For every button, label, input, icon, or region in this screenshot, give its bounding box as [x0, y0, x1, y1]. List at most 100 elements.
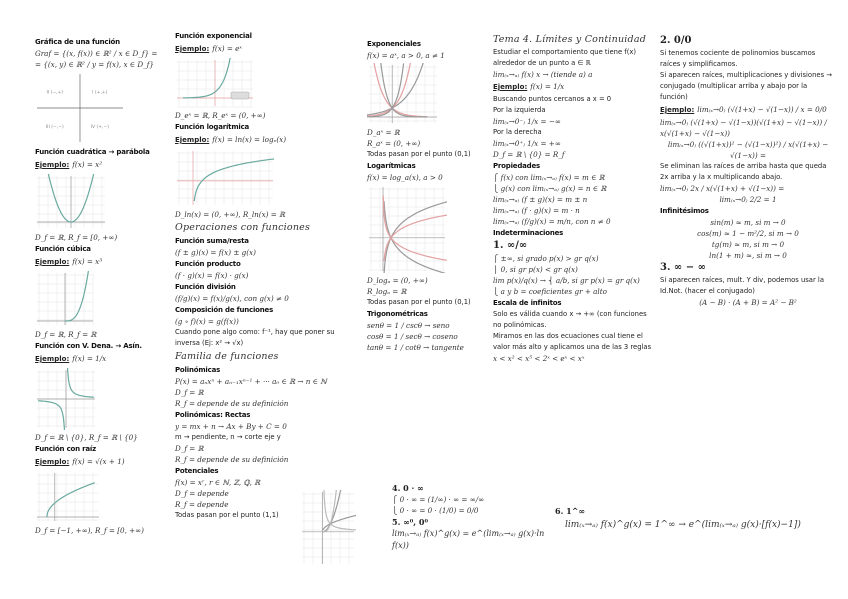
column-exp-log-operations: Función exponencial Ejemplo: f(x) = eˣ D_eˣ…: [175, 30, 355, 521]
numbered-heading: 1. ∞/∞: [493, 240, 528, 251]
example: Ejemplo: f(x) = x²: [35, 158, 167, 172]
formula: x < x² < x⁵ < 2ˣ < eˣ < xˣ: [493, 354, 585, 363]
formula: f(x) = aˣ, a > 0, a ≠ 1: [367, 51, 445, 60]
example-label: Ejemplo:: [660, 106, 695, 114]
formula: D_f = ℝ \ {0} = R_f: [493, 150, 565, 159]
formula: lim p(x)/q(x) → ⎨ a/b, si gr p(x) = gr q…: [493, 276, 640, 285]
formula: (f ± g)(x) = f(x) ± g(x): [175, 248, 256, 257]
section-heading: Trigonométricas: [367, 310, 428, 318]
function-curve: [38, 400, 66, 430]
formula: R_aˣ = (0, +∞): [367, 139, 421, 148]
example-formula: f(x) = eˣ: [212, 44, 242, 53]
section-heading: Función con V. Dena. → Asín.: [35, 342, 142, 350]
example-label: Ejemplo:: [35, 458, 70, 466]
column-limits: Tema 4. Límites y Continuidad Estudiar el…: [493, 32, 653, 364]
function-curve: [323, 490, 356, 531]
example-formula: lim₍ₓ→0₎ (√(1+x) − √(1−x)) / x = 0/0: [697, 105, 827, 114]
function-curve: [47, 174, 95, 223]
formula: ⎧ f(x) con lim₍ₓ→ₐ₎ f(x) = m ∈ ℝ: [493, 173, 605, 182]
note-text: Buscando puntos cercanos a x = 0: [493, 95, 612, 103]
quadrant-label: IV (+,−): [91, 124, 110, 130]
formula: ⎩ g(x) con lim₍ₓ→ₐ₎ g(x) = n ∈ ℝ: [493, 184, 607, 193]
example-formula: f(x) = √(x + 1): [72, 457, 125, 466]
formula: f(x) = xʳ, r ∈ ℕ, ℤ, ℚ, ℝ: [175, 478, 261, 487]
function-curve: [367, 63, 411, 117]
formula: D_f = ℝ: [175, 388, 204, 397]
formula: lim₍ₓ→ₐ₎ (f/g)(x) = m/n, con n ≠ 0: [493, 217, 611, 226]
example-label: Ejemplo:: [35, 258, 70, 266]
numbered-heading: 2. 0/0: [660, 35, 692, 46]
function-curve: [183, 58, 231, 99]
example-label: Ejemplo:: [175, 45, 210, 53]
formula: D_f = ℝ, R_f = [0, +∞): [35, 233, 118, 242]
note-text: m → pendiente, n → corte eje y: [175, 433, 281, 441]
graph-sqrt: [37, 473, 99, 521]
section-heading: Función exponencial: [175, 32, 252, 40]
example: Ejemplo: f(x) = ln(x) = logₑ(x): [175, 133, 355, 147]
formula: ln(1 + m) ≈, si m → 0: [709, 251, 787, 260]
graph-exponential-family: [367, 63, 437, 123]
example: Ejemplo: f(x) = 1/x: [493, 80, 653, 94]
formula: y = mx + n → Ax + By + C = 0: [175, 422, 287, 431]
example: Ejemplo: f(x) = √(x + 1): [35, 455, 167, 469]
function-curve: [66, 368, 95, 398]
example-formula: f(x) = 1/x: [530, 82, 565, 91]
note-text: Cuando pone algo como: f⁻¹, hay que pone…: [175, 328, 335, 347]
section-heading: Infinitésimos: [660, 207, 709, 215]
column-functions-basics: Gráfica de una función Graf = {(x, f(x)) …: [35, 36, 167, 536]
note-text: Todas pasan por el punto (0,1): [367, 150, 471, 158]
function-curve: [322, 514, 356, 531]
example-label: Ejemplo:: [35, 161, 70, 169]
graph-cubic: [37, 271, 94, 325]
section-heading: Indeterminaciones: [493, 229, 564, 237]
formula: lim₍ₓ→0₎ (√(1+x) − √(1−x))(√(1+x) − √(1−…: [660, 118, 827, 138]
formula: (g ∘ f)(x) = g(f(x)): [175, 317, 239, 326]
formula: cos(m) ≈ 1 − m²/2, si m → 0: [697, 229, 799, 238]
formula: (f/g)(x) = f(x)/g(x), con g(x) ≠ 0: [175, 294, 289, 303]
section-heading: Gráfica de una función: [35, 38, 120, 46]
function-curve: [65, 271, 89, 322]
section-heading: Propiedades: [493, 162, 541, 170]
graph-hyperbola: [37, 368, 95, 430]
note-text: Si aparecen raíces, multiplicaciones y d…: [660, 71, 832, 101]
column-families: Exponenciales f(x) = aˣ, a > 0, a ≠ 1 D_aˣ…: [367, 38, 485, 353]
graph-widget: [230, 91, 250, 100]
section-heading: Función producto: [175, 260, 241, 268]
section-heading: Polinómicas: Rectas: [175, 411, 251, 419]
formula: D_eˣ = ℝ, R_eˣ = (0, +∞): [175, 111, 266, 120]
formula: lim₍ₓ→ₐ₎ f(x) x → (tiende a) a: [493, 70, 593, 79]
formula: D_aˣ = ℝ: [367, 128, 400, 137]
numbered-heading: 3. ∞ − ∞: [660, 262, 706, 273]
section-heading: Función con raíz: [35, 445, 97, 453]
graph-quadrant-axes: II (−,+) I (+,+) III (−,−) IV (+,−): [37, 74, 123, 142]
section-heading: Logarítmicas: [367, 162, 416, 170]
graph-logarithm-family: [369, 187, 447, 273]
note-text: Por la izquierda: [493, 106, 546, 114]
note-text: Se eliminan las raíces de arriba hasta q…: [660, 162, 827, 181]
section-title: Tema 4. Límites y Continuidad: [493, 34, 646, 45]
formula: R_logₐ = ℝ: [367, 287, 407, 296]
section-heading: Función logarítmica: [175, 123, 250, 131]
function-curve: [46, 482, 95, 518]
column-indeterminations: 2. 0/0 Si tenemos cociente de polinomios …: [660, 34, 836, 308]
formula: (f · g)(x) = f(x) · g(x): [175, 271, 249, 280]
formula: D_f = ℝ \ {0}, R_f = ℝ \ {0}: [35, 433, 138, 442]
formula: senθ = 1 / cscθ → seno: [367, 321, 450, 330]
formula: D_ln(x) = (0, +∞), R_ln(x) = ℝ: [175, 210, 286, 219]
section-heading: Función cuadrática → parábola: [35, 148, 150, 156]
example: Ejemplo: lim₍ₓ→0₎ (√(1+x) − √(1−x)) / x =…: [660, 103, 836, 117]
formula: lim₍ₓ→ₐ₎ f(x)^g(x) = 1^∞ → e^(lim₍ₓ→ₐ₎ g…: [565, 520, 801, 530]
formula: D_f = depende: [175, 489, 229, 498]
section-title: 6. 1^∞: [555, 506, 586, 516]
formula: R_f = depende: [175, 500, 229, 509]
section-heading: Función división: [175, 283, 236, 291]
section-title: Familia de funciones: [175, 351, 279, 362]
section-title: Operaciones con funciones: [175, 222, 311, 233]
section-title: 4. 0 · ∞: [392, 483, 424, 493]
section-one-to-infinity: 6. 1^∞ lim₍ₓ→ₐ₎ f(x)^g(x) = 1^∞ → e^(lim…: [555, 505, 835, 533]
note-text: Miramos en las dos ecuaciones cual tiene…: [493, 332, 652, 351]
graph-parabola: [37, 174, 105, 228]
formula: D_f = ℝ, R_f = ℝ: [35, 330, 97, 339]
note-text: Todas pasan por el punto (0,1): [367, 298, 471, 306]
formula: P(x) = aₙxⁿ + aₙ₋₁xⁿ⁻¹ + ··· a₀ ∈ ℝ → n …: [175, 377, 327, 386]
